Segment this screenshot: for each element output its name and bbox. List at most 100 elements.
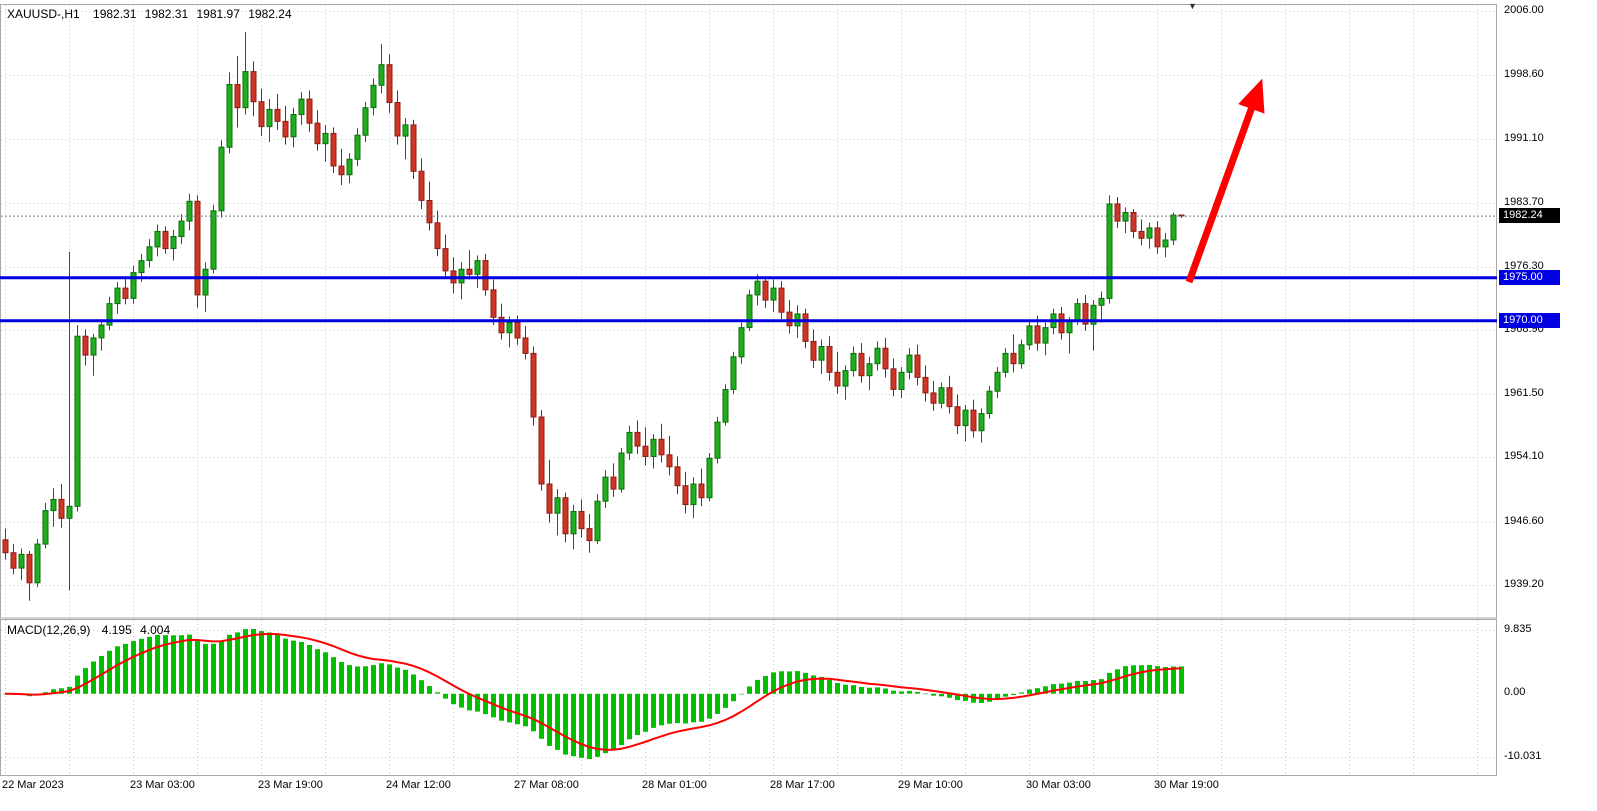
candle — [858, 343, 865, 383]
candle — [946, 375, 953, 414]
candle — [2, 528, 9, 560]
candle — [242, 32, 249, 115]
candle — [954, 394, 961, 435]
candle — [202, 262, 209, 313]
candle — [466, 250, 473, 280]
price-chart-canvas[interactable] — [0, 0, 1497, 619]
candle — [90, 333, 97, 376]
price-scale-label: 1976.30 — [1504, 260, 1544, 272]
candle — [82, 329, 89, 366]
candle — [394, 90, 401, 145]
candle — [810, 329, 817, 368]
candle — [786, 300, 793, 334]
macd-signal-value: 4.004 — [140, 623, 171, 637]
time-scale-label: 23 Mar 19:00 — [258, 779, 323, 791]
candle — [882, 337, 889, 378]
macd-header: MACD(12,26,9) 4.195 4.004 — [7, 623, 175, 637]
level-price-tag: 1970.00 — [1499, 313, 1560, 328]
price-scale[interactable]: 9.835 0.00 -10.031 2006.00 1998.60 1991.10… — [1497, 0, 1597, 811]
candle — [1058, 307, 1065, 340]
price-scale-label: 2006.00 — [1504, 4, 1544, 16]
bid-price-tag: 1982.24 — [1499, 208, 1560, 223]
candle — [1098, 291, 1105, 323]
candle — [578, 499, 585, 538]
candle — [770, 279, 777, 313]
candle — [162, 226, 169, 254]
candle — [554, 489, 561, 536]
trend-arrow[interactable] — [1185, 78, 1265, 284]
candle — [450, 257, 457, 294]
candle — [314, 110, 321, 151]
candle — [930, 380, 937, 411]
price-scale-label: 1946.60 — [1504, 515, 1544, 527]
chart-shift-marker-icon[interactable]: ▼ — [1188, 1, 1197, 11]
candle — [642, 427, 649, 466]
time-scale-label: 27 Mar 08:00 — [514, 779, 579, 791]
open-value: 1982.31 — [93, 7, 137, 21]
candle — [58, 484, 65, 528]
candle — [1042, 322, 1049, 356]
candle — [186, 193, 193, 231]
candle — [570, 504, 577, 550]
time-scale-label: 30 Mar 03:00 — [1026, 779, 1091, 791]
candle — [50, 488, 57, 527]
candle — [194, 195, 201, 308]
candle — [330, 127, 337, 173]
candle — [146, 239, 153, 268]
candle — [666, 435, 673, 476]
candle — [490, 279, 497, 325]
candle — [890, 358, 897, 397]
candle — [874, 341, 881, 371]
candle — [914, 344, 921, 386]
candle — [418, 158, 425, 209]
candle — [562, 492, 569, 543]
candle — [1090, 300, 1097, 351]
time-scale-label: 24 Mar 12:00 — [386, 779, 451, 791]
price-scale-label: 1954.10 — [1504, 450, 1544, 462]
symbol-period-label: XAUUSD-,H1 — [7, 7, 80, 21]
candle — [178, 214, 185, 245]
candle — [74, 325, 81, 512]
candle — [706, 453, 713, 502]
candle — [778, 281, 785, 319]
candle — [522, 325, 529, 360]
main-pane-border — [0, 4, 1497, 619]
candle — [866, 356, 873, 391]
candle — [682, 471, 689, 514]
macd-grid-layer — [1, 620, 1496, 775]
candles-layer — [2, 32, 1185, 601]
candle — [1154, 221, 1161, 254]
candle — [634, 420, 641, 454]
candle — [346, 153, 353, 184]
candle — [1002, 348, 1009, 378]
candle — [850, 346, 857, 377]
candle — [898, 367, 905, 399]
candle — [1130, 209, 1137, 239]
candle — [538, 410, 545, 491]
price-scale-label: 1983.70 — [1504, 196, 1544, 208]
macd-scale-zero-label: 0.00 — [1504, 685, 1526, 698]
low-value: 1981.97 — [196, 7, 240, 21]
candle — [370, 78, 377, 116]
time-scale[interactable]: 22 Mar 2023 23 Mar 03:00 23 Mar 19:00 24 Ma… — [0, 775, 1497, 801]
candle — [98, 319, 105, 351]
candle — [226, 72, 233, 154]
candle — [1146, 222, 1153, 249]
candle — [130, 265, 137, 304]
candle — [434, 210, 441, 257]
candle — [1082, 295, 1089, 331]
candle — [1170, 212, 1177, 246]
candle — [1106, 195, 1113, 304]
time-scale-label: 28 Mar 01:00 — [642, 779, 707, 791]
candle — [386, 54, 393, 113]
level-price-tag: 1975.00 — [1499, 270, 1560, 285]
candle — [762, 276, 769, 308]
candle — [210, 204, 217, 274]
macd-indicator-canvas[interactable] — [0, 619, 1497, 777]
candle — [826, 336, 833, 381]
ohlc-header: XAUUSD-,H1 1982.31 1982.31 1981.97 1982.… — [7, 7, 297, 21]
candle — [1122, 207, 1129, 234]
candle — [18, 548, 25, 581]
candle — [1066, 317, 1073, 354]
